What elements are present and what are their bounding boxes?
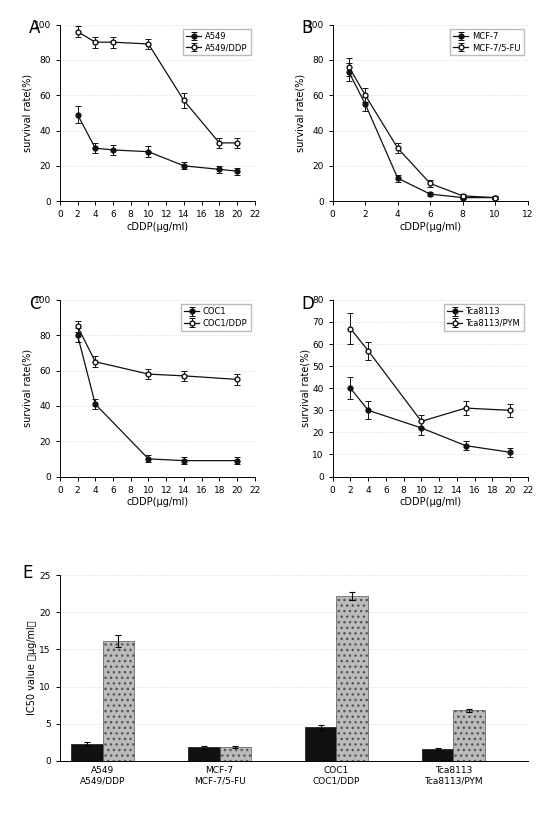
Text: A: A [29,20,40,38]
Text: B: B [301,20,313,38]
Y-axis label: survival rate(%): survival rate(%) [22,74,32,152]
X-axis label: cDDP(μg/ml): cDDP(μg/ml) [399,222,461,232]
Y-axis label: IC50 value （μg/ml）: IC50 value （μg/ml） [27,621,36,715]
Bar [337,596,368,761]
Legend: Tca8113, Tca8113/PYM: Tca8113, Tca8113/PYM [444,304,523,330]
Legend: MCF-7, MCF-7/5-FU: MCF-7, MCF-7/5-FU [450,29,523,56]
Bar [71,744,103,761]
Bar [103,640,134,761]
Bar [422,748,454,761]
Bar [220,747,251,761]
Legend: A549, A549/DDP: A549, A549/DDP [183,29,251,56]
X-axis label: cDDP(μg/ml): cDDP(μg/ml) [126,222,188,232]
Text: C: C [29,294,40,312]
Y-axis label: survival rate(%): survival rate(%) [295,74,305,152]
X-axis label: cDDP(μg/ml): cDDP(μg/ml) [399,497,461,507]
Bar [188,748,220,761]
Bar [305,727,337,761]
Bar [454,710,485,761]
X-axis label: cDDP(μg/ml): cDDP(μg/ml) [126,497,188,507]
Text: E: E [22,564,33,582]
Legend: COC1, COC1/DDP: COC1, COC1/DDP [181,304,251,330]
Y-axis label: survival rate(%): survival rate(%) [22,349,32,427]
Y-axis label: survival rate(%): survival rate(%) [301,349,311,427]
Text: D: D [301,294,314,312]
